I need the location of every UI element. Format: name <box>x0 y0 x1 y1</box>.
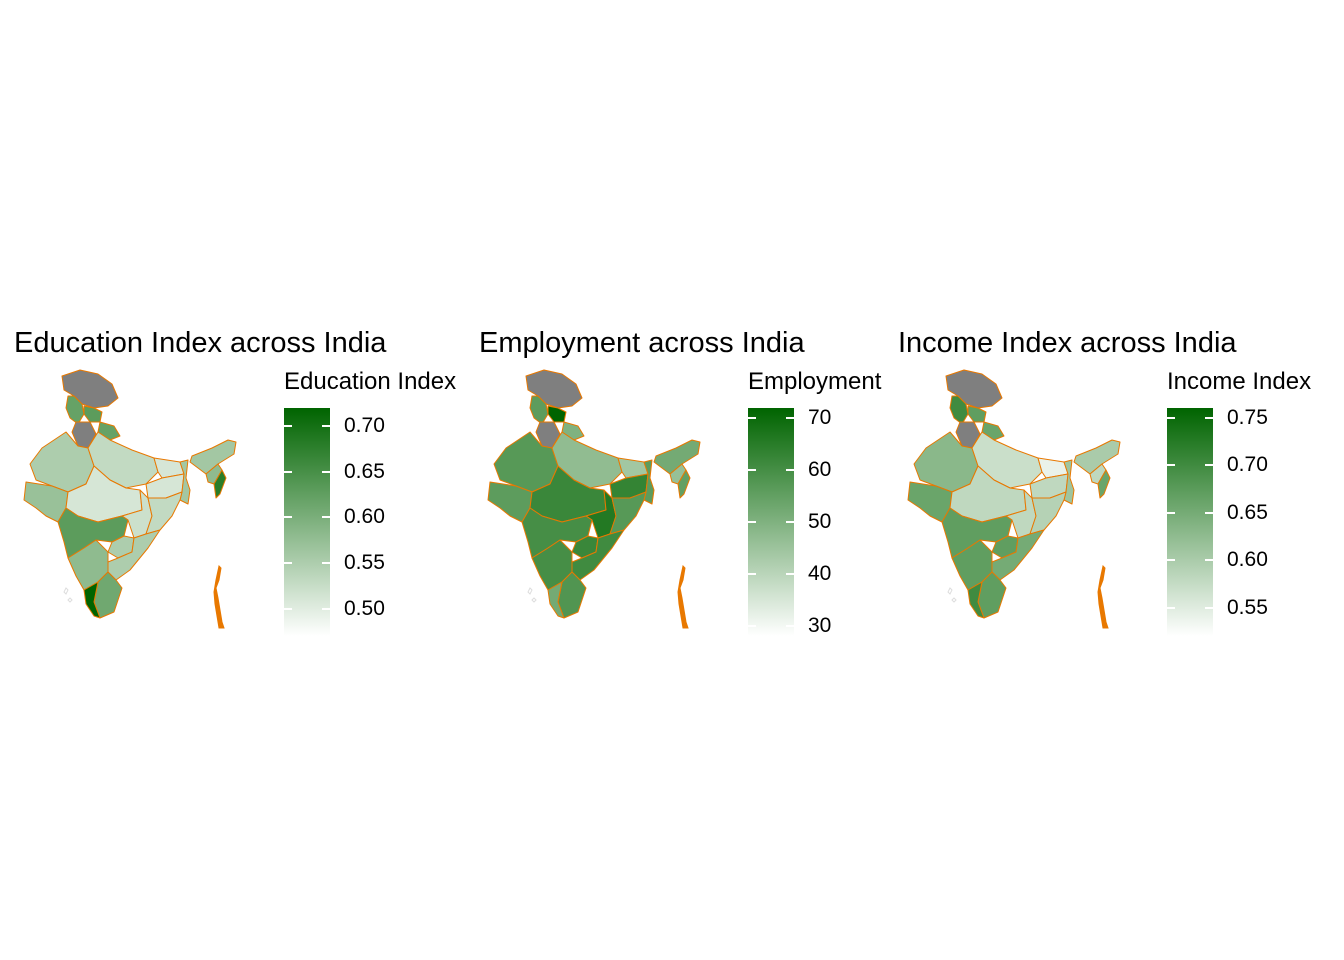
income-legend-title: Income Index <box>1167 368 1312 395</box>
region-ne <box>1073 439 1121 475</box>
region-pb <box>949 395 969 425</box>
region-mn <box>213 469 227 499</box>
region-ka <box>67 539 109 591</box>
income-panel: Income Index across India Income Index 0… <box>880 0 1344 960</box>
legend-tick-label: 70 <box>808 406 832 430</box>
education-map <box>23 369 237 629</box>
income-legend: Income Index 0.55 0.60 0.65 0.70 0.75 <box>1167 366 1344 636</box>
region-jk <box>525 369 583 409</box>
region-pb <box>65 395 85 425</box>
legend-tick-label: 0.70 <box>344 414 385 438</box>
region-pb <box>529 395 549 425</box>
legend-tick-label: 60 <box>808 458 832 482</box>
region-od <box>145 491 183 535</box>
island-1 <box>63 587 69 595</box>
employment-panel: Employment across India Employment 30 40 5… <box>460 0 900 960</box>
region-kl <box>547 581 565 619</box>
island-2 <box>951 597 957 603</box>
legend-tick-label: 0.75 <box>1227 405 1268 429</box>
legend-tick-label: 0.55 <box>344 551 385 575</box>
employment-map-title: Employment across India <box>479 327 805 359</box>
education-map-title: Education Index across India <box>14 327 387 359</box>
employment-map <box>487 369 701 629</box>
employment-legend: Employment 30 40 50 60 70 <box>748 366 968 637</box>
region-hp <box>547 405 567 423</box>
region-wb <box>179 459 191 505</box>
education-legend: Education Index 0.50 0.55 0.60 0.65 0.70 <box>284 366 504 636</box>
region-od <box>609 491 647 535</box>
legend-tick-label: 0.70 <box>1227 453 1268 476</box>
region-ka <box>531 539 573 591</box>
income-map-title: Income Index across India <box>898 327 1237 359</box>
region-ka <box>951 539 993 591</box>
region-ne <box>653 439 701 475</box>
education-panel: Education Index across India Education I… <box>0 0 480 960</box>
region-jk <box>61 369 119 409</box>
legend-tick-label: 30 <box>808 613 832 637</box>
legend-tick-label: 0.50 <box>344 596 385 620</box>
region-mn <box>1097 469 1111 499</box>
island-0 <box>213 564 225 629</box>
legend-tick-label: 0.60 <box>344 505 385 529</box>
legend-tick-label: 0.55 <box>1227 595 1268 619</box>
island-1 <box>527 587 533 595</box>
legend-tick-label: 0.60 <box>1227 548 1268 571</box>
employment-legend-title: Employment <box>748 368 882 395</box>
legend-tick-label: 40 <box>808 561 832 585</box>
legend-tick-label: 50 <box>808 510 832 533</box>
island-1 <box>947 587 953 595</box>
legend-tick-label: 0.65 <box>344 459 385 483</box>
region-hp <box>83 405 103 423</box>
income-map <box>907 369 1121 629</box>
education-legend-colorbar <box>284 408 330 636</box>
island-0 <box>677 564 689 629</box>
island-0 <box>1097 564 1109 629</box>
legend-tick-label: 0.65 <box>1227 500 1268 524</box>
region-mn <box>677 469 691 499</box>
region-ne <box>189 439 237 475</box>
region-od <box>1029 491 1067 535</box>
region-hp <box>967 405 987 423</box>
region-wb <box>643 459 655 505</box>
region-wb <box>1063 459 1075 505</box>
region-jk <box>945 369 1003 409</box>
island-2 <box>67 597 73 603</box>
island-2 <box>531 597 537 603</box>
region-kl <box>967 581 985 619</box>
income-legend-colorbar <box>1167 408 1213 636</box>
education-legend-title: Education Index <box>284 368 457 395</box>
region-kl <box>83 581 101 619</box>
